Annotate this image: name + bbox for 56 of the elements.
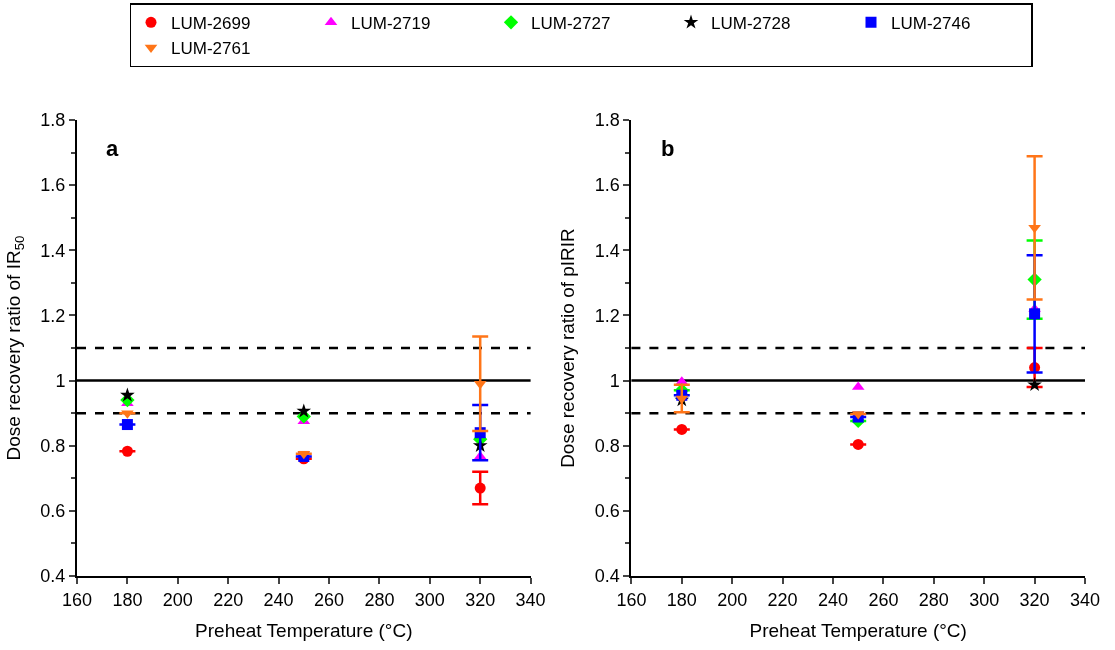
x-tick-label: 320 bbox=[465, 589, 496, 610]
annotation: a bbox=[106, 136, 119, 161]
legend-label: LUM-2699 bbox=[171, 13, 251, 33]
y-tick-label: 1.6 bbox=[594, 175, 620, 196]
x-tick-label: 180 bbox=[666, 589, 697, 610]
point bbox=[121, 419, 133, 431]
x-tick-label: 340 bbox=[515, 589, 546, 610]
legend-label: LUM-2746 bbox=[891, 13, 971, 33]
y-tick-label: 0.6 bbox=[594, 501, 620, 522]
annotation: b bbox=[661, 136, 675, 161]
y-tick-label: 0.8 bbox=[594, 436, 620, 457]
point bbox=[852, 438, 864, 450]
point bbox=[474, 482, 486, 494]
x-tick-label: 320 bbox=[1019, 589, 1050, 610]
y-axis-title: Dose recovery ratio of pIRIR bbox=[557, 228, 579, 468]
point bbox=[120, 387, 135, 402]
x-tick-label: 240 bbox=[263, 589, 294, 610]
x-tick-label: 200 bbox=[717, 589, 748, 610]
x-tick-label: 280 bbox=[364, 589, 395, 610]
x-tick-label: 180 bbox=[112, 589, 143, 610]
y-tick-label: 0.4 bbox=[594, 566, 620, 587]
x-tick-label: 160 bbox=[61, 589, 93, 610]
y-tick-label: 0.8 bbox=[40, 436, 66, 457]
x-axis-title: Preheat Temperature (°C) bbox=[749, 619, 967, 641]
y-tick-label: 1.8 bbox=[594, 110, 620, 131]
x-tick-label: 200 bbox=[162, 589, 193, 610]
x-tick-label: 280 bbox=[918, 589, 949, 610]
y-tick-label: 0.4 bbox=[40, 566, 66, 587]
y-tick-label: 1.8 bbox=[40, 110, 66, 131]
x-tick-label: 220 bbox=[767, 589, 798, 610]
x-tick-label: 240 bbox=[817, 589, 849, 610]
y-tick-label: 0.6 bbox=[40, 501, 66, 522]
point bbox=[121, 445, 133, 457]
y-tick-label: 1 bbox=[55, 370, 66, 391]
y-tick-label: 1 bbox=[609, 370, 620, 391]
y-tick-label: 1.2 bbox=[594, 305, 620, 326]
point bbox=[1027, 377, 1042, 392]
y-tick-label: 1.4 bbox=[594, 240, 620, 261]
legend-label: LUM-2719 bbox=[351, 13, 431, 33]
x-tick-label: 340 bbox=[1069, 589, 1101, 610]
x-tick-label: 220 bbox=[213, 589, 244, 610]
legend-label: LUM-2761 bbox=[171, 39, 251, 59]
x-tick-label: 300 bbox=[414, 589, 445, 610]
y-tick-label: 1.2 bbox=[40, 305, 66, 326]
x-tick-label: 160 bbox=[616, 589, 647, 610]
y-tick-label: 1.4 bbox=[40, 240, 66, 261]
x-tick-label: 260 bbox=[868, 589, 899, 610]
legend-label: LUM-2727 bbox=[531, 13, 611, 33]
y-tick-label: 1.6 bbox=[40, 175, 66, 196]
legend-label: LUM-2728 bbox=[711, 13, 791, 33]
point bbox=[676, 423, 688, 435]
x-tick-label: 300 bbox=[969, 589, 1000, 610]
point bbox=[1029, 308, 1041, 320]
x-axis-title: Preheat Temperature (°C) bbox=[195, 619, 413, 641]
x-tick-label: 260 bbox=[313, 589, 345, 610]
point bbox=[296, 403, 312, 418]
